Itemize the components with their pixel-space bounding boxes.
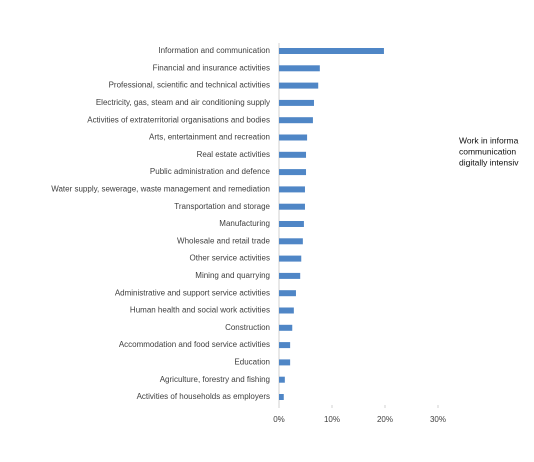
annotation: Work in informa xyxy=(459,135,519,145)
y-tick-label: Wholesale and retail trade xyxy=(177,236,270,245)
bar xyxy=(279,134,308,141)
bar xyxy=(279,203,305,210)
y-tick-label: Mining and quarrying xyxy=(195,271,270,280)
bar xyxy=(279,99,314,106)
bar xyxy=(279,238,303,245)
x-tick-label: 10% xyxy=(324,415,340,424)
bar xyxy=(279,307,294,314)
y-tick-label: Real estate activities xyxy=(197,150,270,159)
y-tick-label: Electricity, gas, steam and air conditio… xyxy=(96,98,270,107)
y-tick-label: Professional, scientific and technical a… xyxy=(109,81,270,90)
y-tick-label: Public administration and defence xyxy=(150,167,271,176)
y-tick-label: Information and communication xyxy=(158,46,270,55)
bar xyxy=(279,82,319,89)
x-tick-label: 20% xyxy=(377,415,393,424)
y-tick-label: Arts, entertainment and recreation xyxy=(149,133,270,142)
bar xyxy=(279,255,302,262)
y-tick-label: Human health and social work activities xyxy=(130,306,270,315)
y-tick-label: Construction xyxy=(225,323,270,332)
bar xyxy=(279,342,291,349)
y-tick-label: Education xyxy=(234,358,270,367)
bar xyxy=(279,151,307,158)
bar xyxy=(279,48,384,54)
bar xyxy=(279,376,285,383)
y-tick-label: Agriculture, forestry and fishing xyxy=(160,375,270,384)
x-tick-label: 30% xyxy=(430,415,446,424)
y-tick-label: Water supply, sewerage, waste management… xyxy=(51,185,270,194)
bar xyxy=(279,394,284,400)
y-tick-label: Activities of extraterritorial organisat… xyxy=(87,115,270,124)
x-tick-label: 0% xyxy=(273,415,285,424)
bar xyxy=(279,221,304,227)
bar xyxy=(279,65,320,72)
y-tick-label: Accommodation and food service activitie… xyxy=(119,340,270,349)
y-tick-label: Activities of households as employers xyxy=(137,392,270,401)
y-tick-label: Financial and insurance activities xyxy=(153,63,270,72)
bar xyxy=(279,290,296,297)
bar xyxy=(279,359,291,366)
annotation: communication xyxy=(459,146,516,156)
bar xyxy=(279,117,313,124)
bar xyxy=(279,169,307,176)
y-tick-label: Other service activities xyxy=(190,254,270,263)
y-tick-label: Manufacturing xyxy=(219,219,270,228)
annotation: digitally intensiv xyxy=(459,157,519,167)
bar xyxy=(279,186,305,193)
bar xyxy=(279,272,301,279)
y-tick-label: Transportation and storage xyxy=(174,202,270,211)
bar xyxy=(279,324,293,331)
y-tick-label: Administrative and support service activ… xyxy=(115,288,270,297)
